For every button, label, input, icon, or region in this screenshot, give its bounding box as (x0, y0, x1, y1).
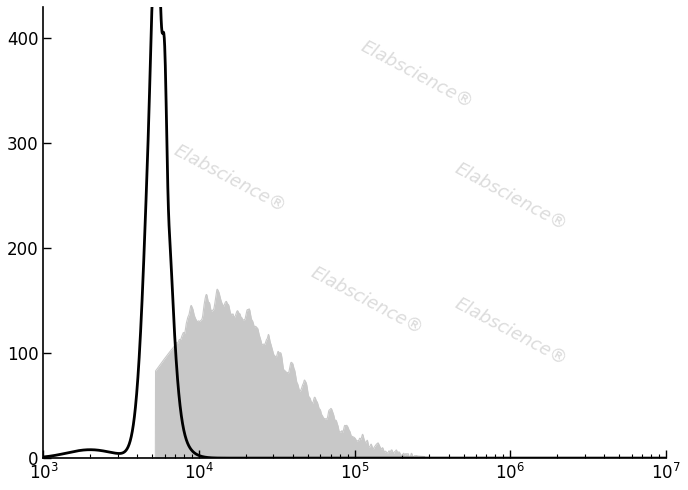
Text: Elabscience®: Elabscience® (451, 294, 570, 369)
Text: Elabscience®: Elabscience® (171, 141, 290, 216)
Text: Elabscience®: Elabscience® (451, 159, 570, 234)
Text: Elabscience®: Elabscience® (358, 37, 476, 112)
Text: Elabscience®: Elabscience® (308, 263, 427, 337)
